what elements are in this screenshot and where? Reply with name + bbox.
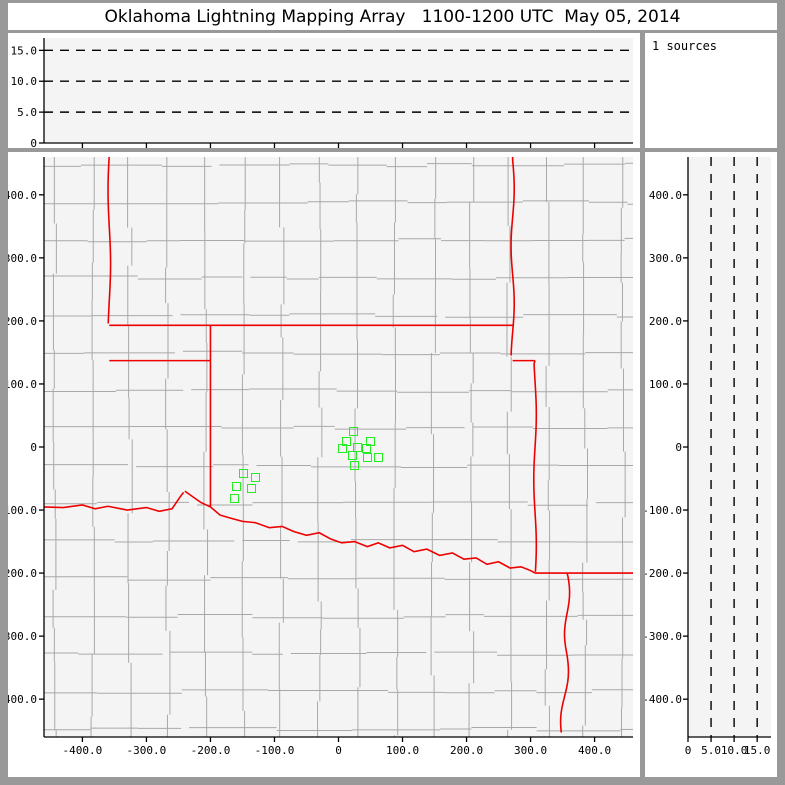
title-bar: Oklahoma Lightning Mapping Array 1100-12… bbox=[8, 3, 777, 30]
svg-text:-200.0: -200.0 bbox=[191, 744, 231, 757]
lightning-source-marker[interactable] bbox=[231, 481, 241, 491]
svg-text:0: 0 bbox=[685, 744, 692, 757]
svg-text:0: 0 bbox=[335, 744, 342, 757]
svg-text:400.0: 400.0 bbox=[649, 189, 682, 202]
svg-text:200.0: 200.0 bbox=[8, 315, 37, 328]
svg-text:-200.0: -200.0 bbox=[645, 567, 682, 580]
svg-text:100.0: 100.0 bbox=[8, 378, 37, 391]
svg-text:100.0: 100.0 bbox=[649, 378, 682, 391]
svg-text:200.0: 200.0 bbox=[649, 315, 682, 328]
lightning-source-marker[interactable] bbox=[246, 484, 256, 494]
lightning-source-marker[interactable] bbox=[363, 452, 373, 462]
svg-text:400.0: 400.0 bbox=[8, 189, 37, 202]
altitude-latitude-panel[interactable]: 400.0 300.0 200.0 100.0 0 -100.0 -200.0 -300.0 -… bbox=[645, 152, 777, 777]
svg-text:-100.0: -100.0 bbox=[8, 504, 37, 517]
svg-text:-100.0: -100.0 bbox=[645, 504, 682, 517]
altitude-latitude-axes: 400.0 300.0 200.0 100.0 0 -100.0 -200.0 -300.0 -… bbox=[645, 157, 771, 757]
svg-text:300.0: 300.0 bbox=[649, 252, 682, 265]
lightning-source-marker[interactable] bbox=[229, 494, 239, 504]
altitude-latitude-plot-area[interactable] bbox=[688, 157, 771, 737]
svg-text:-300.0: -300.0 bbox=[8, 630, 37, 643]
svg-text:0: 0 bbox=[675, 441, 682, 454]
svg-text:-300.0: -300.0 bbox=[645, 630, 682, 643]
svg-text:-200.0: -200.0 bbox=[8, 567, 37, 580]
time-altitude-axes: 05.010.015.0-400.0-300.0-200.0-100.00100… bbox=[11, 38, 633, 148]
page-title: Oklahoma Lightning Mapping Array 1100-12… bbox=[104, 6, 681, 27]
lightning-source-marker[interactable] bbox=[348, 451, 358, 461]
svg-text:15.0: 15.0 bbox=[744, 744, 771, 757]
lightning-source-marker[interactable] bbox=[350, 461, 359, 471]
time-altitude-panel[interactable]: 05.010.015.0-400.0-300.0-200.0-100.00100… bbox=[8, 33, 640, 148]
sources-count-label: 1 sources bbox=[652, 39, 718, 53]
svg-text:200.0: 200.0 bbox=[450, 744, 483, 757]
lightning-source-marker[interactable] bbox=[251, 472, 261, 482]
svg-text:400.0: 400.0 bbox=[578, 744, 611, 757]
svg-text:-400.0: -400.0 bbox=[63, 744, 103, 757]
svg-text:300.0: 300.0 bbox=[8, 252, 37, 265]
svg-text:5.0: 5.0 bbox=[701, 744, 721, 757]
svg-text:10.0: 10.0 bbox=[11, 75, 38, 88]
lightning-source-marker[interactable] bbox=[373, 453, 383, 463]
lightning-source-marker[interactable] bbox=[352, 442, 362, 452]
time-altitude-gridlines bbox=[44, 49, 633, 113]
plan-view-plot-area[interactable] bbox=[44, 157, 633, 737]
lightning-source-marker[interactable] bbox=[239, 468, 249, 478]
lightning-source-marker[interactable] bbox=[349, 426, 359, 436]
lightning-source-marker[interactable] bbox=[337, 443, 347, 453]
svg-text:100.0: 100.0 bbox=[386, 744, 419, 757]
svg-text:-400.0: -400.0 bbox=[8, 693, 37, 706]
plan-view-axes: 400.0 300.0 200.0 100.0 0 -100.0 -200.0 -300.0 -… bbox=[8, 157, 633, 757]
svg-text:-300.0: -300.0 bbox=[127, 744, 167, 757]
svg-text:-100.0: -100.0 bbox=[255, 744, 295, 757]
svg-text:300.0: 300.0 bbox=[514, 744, 547, 757]
svg-text:10.0: 10.0 bbox=[721, 744, 748, 757]
svg-text:-400.0: -400.0 bbox=[645, 693, 682, 706]
svg-text:5.0: 5.0 bbox=[17, 106, 37, 119]
sources-count-panel: 1 sources bbox=[645, 33, 777, 148]
map-geography-layer bbox=[44, 157, 633, 737]
altitude-latitude-gridlines bbox=[710, 157, 758, 737]
time-altitude-plot-area[interactable] bbox=[44, 38, 633, 143]
svg-text:0: 0 bbox=[30, 137, 37, 148]
plan-view-map-panel[interactable]: 400.0 300.0 200.0 100.0 0 -100.0 -200.0 -300.0 -… bbox=[8, 152, 640, 777]
svg-text:15.0: 15.0 bbox=[11, 44, 38, 57]
svg-text:0: 0 bbox=[30, 441, 37, 454]
